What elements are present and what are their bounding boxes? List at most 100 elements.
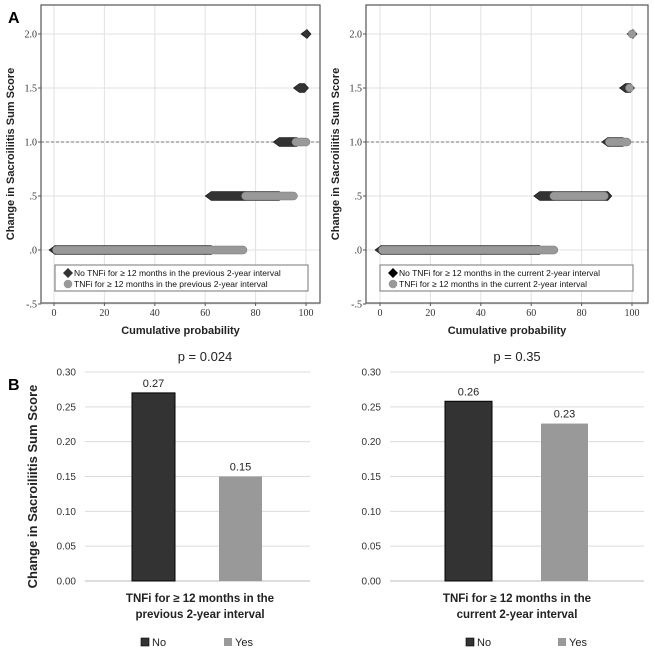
y-tick-label: 0.25	[57, 402, 77, 413]
x-axis-category-title: TNFi for ≥ 12 months in the	[443, 593, 591, 605]
legend-entry-label: No	[477, 637, 491, 649]
y-tick-label: 1.0	[350, 138, 363, 149]
y-tick-label: 0.30	[362, 368, 382, 379]
y-tick-label: 2.0	[25, 30, 38, 41]
circle-marker-band	[627, 29, 637, 39]
x-tick-label: 60	[200, 308, 210, 319]
panel-label-a: A	[8, 10, 20, 27]
y-tick-label: 0.20	[362, 437, 382, 448]
series-yes-segment	[378, 245, 559, 255]
y-tick-label: 0.30	[57, 368, 77, 379]
x-tick-label: 60	[526, 308, 536, 319]
chart-b-current: 0.00 0.05 0.10 0.15 0.20 0.25 0.30 p = 0.35 0.26…	[362, 349, 644, 649]
legend-swatch-no	[140, 637, 150, 647]
circle-marker-band	[549, 191, 609, 201]
series-yes-segment	[52, 245, 248, 255]
legend-entry-label: No	[152, 637, 166, 649]
legend-swatch-yes	[224, 638, 232, 646]
x-tick-label: 40	[476, 308, 486, 319]
bar-data-label: 0.15	[230, 462, 251, 474]
bar-no	[131, 392, 176, 582]
y-tick-label: .0	[30, 246, 38, 257]
diamond-marker-band	[300, 29, 312, 39]
circle-marker-band	[291, 137, 311, 147]
legend-diamond-icon	[388, 268, 398, 278]
y-tick-label: 0.05	[57, 542, 77, 553]
circle-marker-band	[52, 245, 248, 255]
bar-no	[444, 400, 493, 582]
legend: No Yes	[465, 637, 587, 649]
y-tick-label: 2.0	[350, 30, 363, 41]
x-axis-category-title: previous 2-year interval	[135, 609, 264, 621]
legend: No TNFi for ≥ 12 months in the previous …	[54, 264, 309, 292]
x-tick-label: 40	[150, 308, 160, 319]
chart-a-previous: 0 20 40 60 80 100 -.5 .0 .5 1.0 1.5 2.0 Cumulative p…	[5, 4, 321, 337]
x-tick-label: 80	[577, 308, 587, 319]
legend: No TNFi for ≥ 12 months in the current 2…	[379, 264, 634, 292]
y-tick-label: 0.10	[57, 507, 77, 518]
y-tick-label: 0.05	[362, 542, 382, 553]
x-tick-label: 0	[378, 308, 383, 319]
y-tick-label: 1.0	[25, 138, 38, 149]
y-tick-label: 0.00	[57, 577, 77, 588]
series-yes-segment	[241, 191, 298, 201]
plot-frame	[365, 4, 649, 304]
y-tick-label: 0.25	[362, 402, 382, 413]
y-axis-title: Change in Sacroiliitis Sum Score	[25, 385, 40, 589]
bar-data-label: 0.26	[458, 386, 479, 398]
series-yes-segment	[549, 191, 609, 201]
legend-swatch-yes	[558, 638, 566, 646]
chart-b-previous: 0.00 0.05 0.10 0.15 0.20 0.25 0.30 p = 0.024 0.2…	[25, 349, 310, 649]
x-tick-label: 100	[625, 308, 640, 319]
legend-box	[54, 264, 309, 292]
y-tick-label: 0.15	[57, 472, 77, 483]
x-tick-label: 0	[52, 308, 57, 319]
x-tick-label: 20	[425, 308, 435, 319]
legend-diamond-icon	[63, 268, 73, 278]
chart-title-p-value: p = 0.024	[178, 349, 233, 364]
y-axis-title: Change in Sacroiliitis Sum Score	[330, 68, 342, 240]
y-tick-label: 0.20	[57, 437, 77, 448]
bar-yes	[219, 476, 262, 581]
diamond-marker-band	[292, 83, 309, 93]
legend-entry-label: Yes	[569, 637, 587, 649]
bar-data-label: 0.27	[143, 378, 164, 390]
y-tick-label: -.5	[351, 300, 362, 311]
circle-marker-band	[378, 245, 559, 255]
series-yes-segment	[627, 29, 637, 39]
x-axis-category-title: current 2-year interval	[457, 609, 578, 621]
bar-yes	[541, 423, 588, 581]
legend-entry-label: TNFi for ≥ 12 months in the current 2-ye…	[399, 279, 587, 289]
y-tick-label: .0	[355, 246, 363, 257]
chart-title-p-value: p = 0.35	[493, 349, 540, 364]
legend-swatch-no	[465, 637, 475, 647]
legend-entry-label: No TNFi for ≥ 12 months in the previous …	[74, 268, 281, 278]
y-axis-title: Change in Sacroiliitis Sum Score	[5, 68, 17, 240]
legend: No Yes	[140, 637, 253, 649]
y-tick-label: -.5	[26, 300, 37, 311]
series-no-segment	[292, 83, 309, 93]
x-axis-category-title: TNFi for ≥ 12 months in the	[126, 593, 274, 605]
legend-entry-label: No TNFi for ≥ 12 months in the current 2…	[399, 268, 600, 278]
chart-a-current: 0 20 40 60 80 100 -.5 .0 .5 1.0 1.5 2.0 Cumulative p…	[330, 4, 649, 337]
circle-marker-band	[241, 191, 298, 201]
x-axis-title: Cumulative probability	[448, 325, 567, 337]
x-axis-title: Cumulative probability	[121, 325, 240, 337]
bar-data-label: 0.23	[554, 409, 575, 421]
x-tick-label: 100	[299, 308, 314, 319]
x-tick-label: 20	[99, 308, 109, 319]
y-tick-label: 0.10	[362, 507, 382, 518]
y-tick-label: 1.5	[25, 84, 38, 95]
circle-marker-band	[625, 83, 634, 93]
y-tick-label: 0.15	[362, 472, 382, 483]
y-tick-label: .5	[30, 192, 38, 203]
plot-frame	[40, 4, 321, 304]
series-no-segment	[300, 29, 312, 39]
y-tick-label: 0.00	[362, 577, 382, 588]
series-yes-segment	[605, 137, 632, 147]
legend-circle-icon	[63, 279, 73, 289]
legend-entry-label: Yes	[235, 637, 253, 649]
series-yes-segment	[625, 83, 634, 93]
y-tick-label: 1.5	[350, 84, 363, 95]
